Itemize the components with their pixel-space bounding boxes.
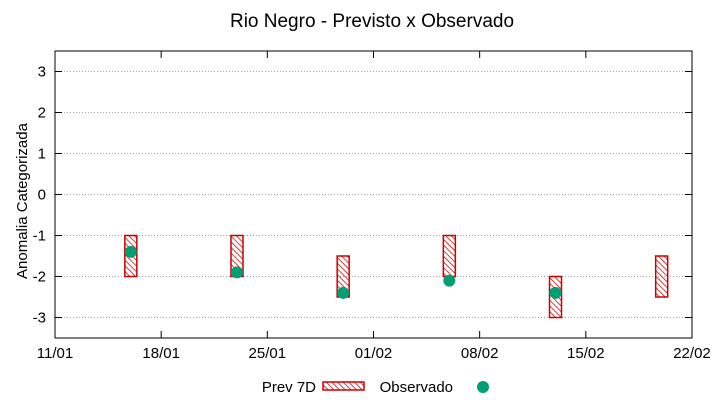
observed-series xyxy=(124,245,562,299)
legend-label-observed: Observado xyxy=(380,379,453,396)
legend-swatch-forecast xyxy=(322,381,365,391)
x-tick-label: 25/01 xyxy=(249,345,287,362)
observed-point xyxy=(549,286,562,299)
forecast-bar xyxy=(654,255,669,298)
x-tick-label: 18/01 xyxy=(142,345,180,362)
y-tick-label: -1 xyxy=(33,228,46,245)
grid xyxy=(55,71,692,318)
observed-point xyxy=(337,286,350,299)
legend-marker-observed xyxy=(477,381,489,393)
x-tick-label: 22/02 xyxy=(673,345,711,362)
x-axis: 11/01 18/01 25/01 01/02 08/02 15/02 22/02 xyxy=(37,51,711,362)
forecast-bar xyxy=(442,234,457,278)
y-tick-label: 2 xyxy=(38,105,46,122)
legend-label-forecast: Prev 7D xyxy=(262,379,316,396)
observed-point xyxy=(443,274,456,287)
y-tick-label: 0 xyxy=(38,187,46,204)
y-tick-label: 3 xyxy=(38,64,46,81)
forecast-series xyxy=(124,234,669,319)
observed-point xyxy=(231,266,243,279)
y-tick-label: -3 xyxy=(33,310,46,327)
y-tick-label: -2 xyxy=(33,269,46,286)
y-axis: 3 2 1 0 -1 -2 -3 xyxy=(33,64,692,327)
x-tick-label: 01/02 xyxy=(355,345,393,362)
observed-point xyxy=(124,245,137,258)
x-tick-label: 11/01 xyxy=(37,345,73,362)
y-tick-label: 1 xyxy=(38,146,46,163)
x-tick-label: 15/02 xyxy=(567,345,605,362)
legend: Prev 7D Observado xyxy=(262,379,489,396)
chart-title: Rio Negro - Previsto x Observado xyxy=(230,11,514,32)
y-axis-label: Anomalia Categorizada xyxy=(14,122,31,279)
x-tick-label: 08/02 xyxy=(461,345,499,362)
